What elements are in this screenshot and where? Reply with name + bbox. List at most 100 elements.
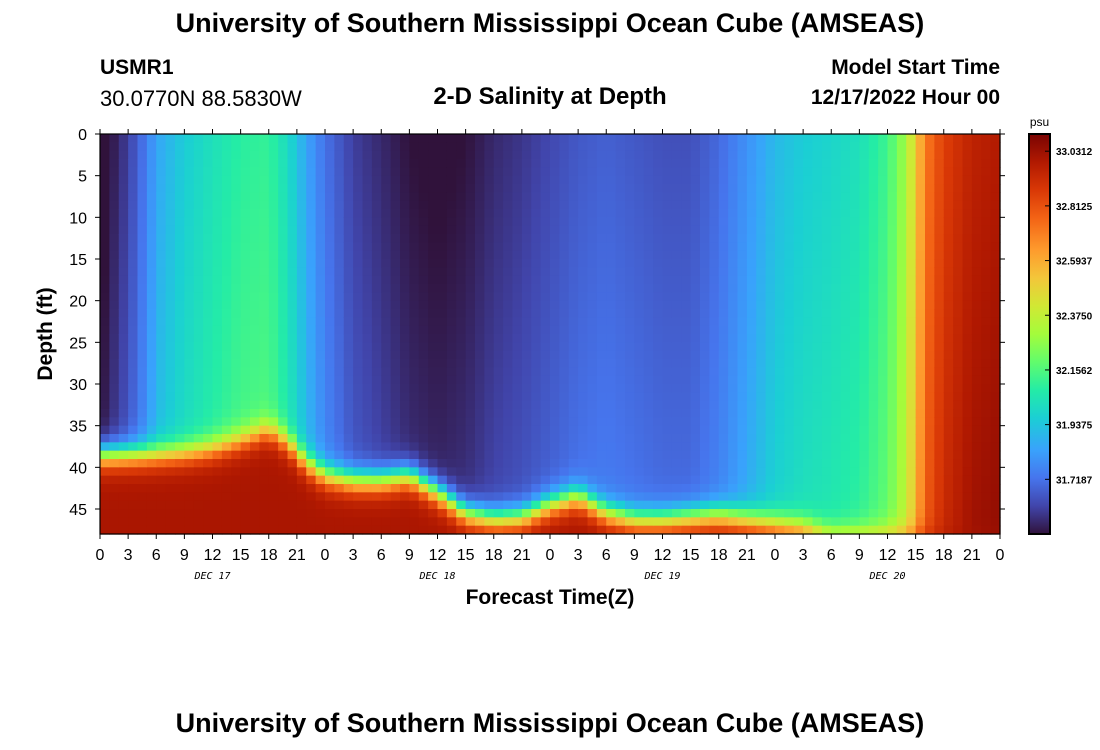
heatmap-cell [400,500,410,510]
heatmap-cell [850,334,860,343]
heatmap-cell [990,425,1001,435]
heatmap-cell [578,250,589,260]
heatmap-cell [400,242,410,252]
heatmap-cell [803,409,814,418]
heatmap-cell [606,384,617,393]
heatmap-cell [428,134,439,143]
heatmap-cell [559,400,570,410]
heatmap-cell [793,409,804,418]
heatmap-cell [812,200,823,210]
heatmap-cell [690,350,701,360]
heatmap-cell [653,359,664,368]
heatmap-cell [615,434,626,443]
heatmap-cell [681,517,692,527]
heatmap-cell [943,234,954,243]
heatmap-cell [296,259,307,268]
heatmap-cell [718,275,729,285]
heatmap-cell [296,459,307,468]
heatmap-cell [446,150,457,160]
heatmap-cell [943,284,954,293]
heatmap-cell [803,275,814,285]
heatmap-cell [943,459,954,468]
heatmap-cell [812,375,823,385]
heatmap-cell [831,284,842,293]
heatmap-cell [100,525,110,535]
heatmap-cell [268,334,279,343]
heatmap-cell [521,225,532,235]
heatmap-cell [606,342,617,352]
heatmap-cell [868,142,879,152]
heatmap-cell [268,167,279,177]
heatmap-cell [521,334,532,343]
heatmap-cell [100,375,110,385]
heatmap-cell [146,200,157,210]
heatmap-cell [821,392,832,402]
heatmap-cell [503,359,514,368]
heatmap-cell [765,350,776,360]
heatmap-cell [165,217,176,227]
heatmap-cell [606,225,617,235]
heatmap-cell [681,392,692,402]
heatmap-cell [681,234,692,243]
heatmap-cell [128,200,139,210]
heatmap-cell [559,525,570,535]
heatmap-cell [446,209,457,218]
heatmap-cell [671,200,682,210]
heatmap-cell [653,475,664,485]
heatmap-cell [343,209,354,218]
heatmap-cell [137,425,148,435]
heatmap-cell [100,409,110,418]
heatmap-cell [615,459,626,468]
heatmap-cell [803,442,814,452]
heatmap-cell [484,325,495,335]
heatmap-cell [915,250,926,260]
heatmap-cell [296,525,307,535]
heatmap-cell [343,392,354,402]
heatmap-cell [250,159,260,168]
heatmap-cell [756,467,767,477]
heatmap-cell [859,450,870,460]
heatmap-cell [550,484,560,493]
heatmap-cell [400,475,410,485]
heatmap-cell [550,250,560,260]
heatmap-cell [578,459,589,468]
heatmap-cell [475,475,485,485]
heatmap-cell [925,300,935,310]
heatmap-cell [934,292,945,302]
heatmap-cell [981,184,992,193]
heatmap-cell [137,234,148,243]
heatmap-cell [259,517,270,527]
heatmap-cell [568,325,579,335]
footer-title: University of Southern Mississippi Ocean… [175,708,925,738]
heatmap-cell [221,192,232,202]
heatmap-cell [906,150,917,160]
heatmap-cell [700,217,710,227]
heatmap-cell [315,267,326,277]
heatmap-cell [812,134,823,143]
heatmap-cell [184,409,195,418]
heatmap-cell [446,342,457,352]
heatmap-cell [971,334,982,343]
heatmap-cell [128,484,139,493]
heatmap-cell [428,200,439,210]
heatmap-cell [137,184,148,193]
heatmap-cell [409,200,420,210]
heatmap-cell [381,342,392,352]
heatmap-cell [221,234,232,243]
heatmap-cell [306,375,317,385]
heatmap-cell [456,150,467,160]
heatmap-cell [250,217,260,227]
heatmap-cell [840,450,851,460]
heatmap-cell [437,409,448,418]
heatmap-cell [850,467,860,477]
heatmap-cell [390,350,401,360]
heatmap-cell [493,134,504,143]
heatmap-cell [840,275,851,285]
heatmap-cell [259,350,270,360]
heatmap-cell [446,434,457,443]
heatmap-cell [681,159,692,168]
heatmap-cell [250,250,260,260]
heatmap-cell [503,309,514,318]
heatmap-cell [268,384,279,393]
heatmap-cell [550,134,560,143]
